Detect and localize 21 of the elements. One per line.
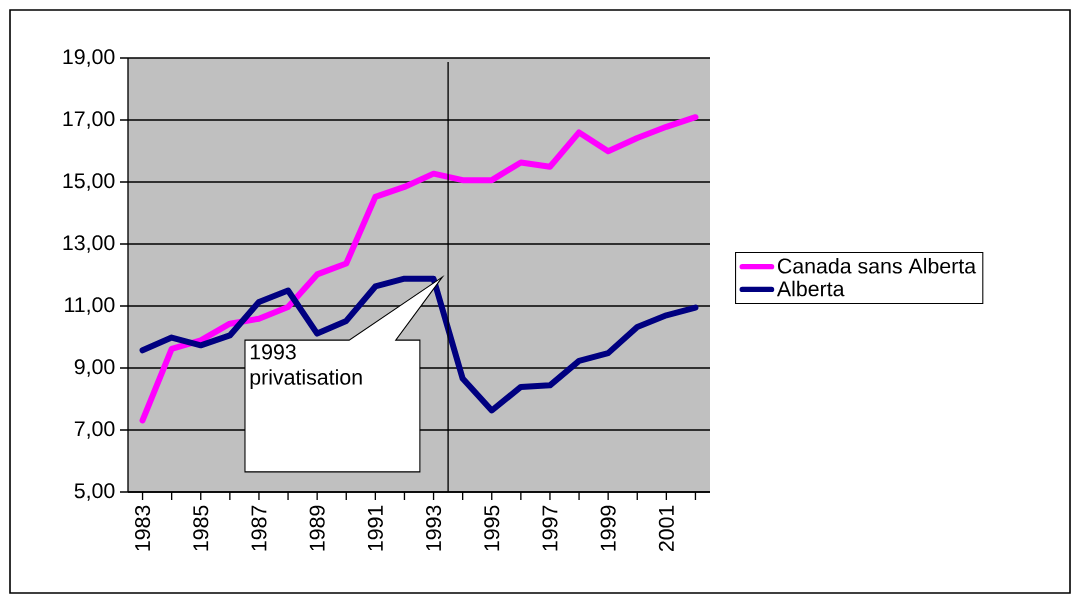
x-tick-label: 1999 [600, 505, 616, 551]
annotation: 1993 privatisation [250, 344, 362, 390]
x-tick-label: 1995 [484, 505, 500, 551]
y-tick-label: 9,00 [74, 359, 115, 377]
x-tick-label: 2001 [658, 505, 674, 552]
x-tick-label: 1989 [309, 505, 325, 551]
x-tick-label: 1991 [367, 505, 383, 551]
x-tick-label: 1997 [542, 505, 558, 551]
legend-label: Alberta [776, 280, 845, 297]
y-tick-label: 5,00 [74, 483, 115, 501]
y-tick-label: 17,00 [63, 111, 115, 129]
y-tick-label: 19,00 [63, 49, 115, 67]
x-tick-label: 1983 [135, 505, 151, 551]
x-tick-label: 1987 [251, 505, 267, 551]
x-tick-label: 1993 [426, 505, 442, 551]
legend-label: Canada sans Alberta [777, 257, 977, 274]
x-tick-label: 1985 [193, 505, 209, 551]
y-tick-label: 11,00 [65, 297, 115, 315]
y-tick-label: 15,00 [63, 173, 115, 191]
y-tick-label: 7,00 [74, 421, 115, 439]
y-tick-label: 13,00 [63, 235, 115, 253]
